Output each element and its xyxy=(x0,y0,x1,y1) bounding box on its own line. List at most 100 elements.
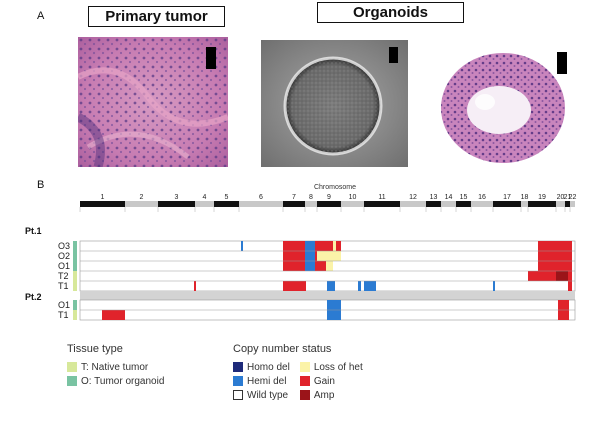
chromosome-label: 14 xyxy=(445,194,453,201)
cn-legend-item: Homo del xyxy=(233,361,290,375)
primary-tumor-micrograph xyxy=(78,37,228,167)
tissue-type-legend: Tissue type T: Native tumor O: Tumor org… xyxy=(67,343,164,389)
chromosome-label: 9 xyxy=(327,194,331,201)
scale-bar xyxy=(206,47,216,69)
chromosome-label: 13 xyxy=(430,194,438,201)
tissue-bar-pt1-tumor xyxy=(73,271,77,291)
chromosome-label: 17 xyxy=(503,194,511,201)
scale-bar xyxy=(389,47,398,63)
cn-swatch xyxy=(299,362,310,373)
tissue-bar-pt2-tumor xyxy=(73,310,77,320)
organoid-phase-contrast xyxy=(261,40,408,167)
cn-segment xyxy=(364,281,376,291)
chromosome-segment xyxy=(364,201,400,207)
cn-segment xyxy=(283,241,305,271)
row-label-pt2-o1: O1 xyxy=(58,300,70,310)
cn-segment xyxy=(327,281,335,291)
chromosome-segment xyxy=(305,201,317,207)
chromosome-segment xyxy=(125,201,158,207)
cn-swatch xyxy=(299,376,310,387)
cn-segment xyxy=(305,241,315,271)
chromosome-label: 15 xyxy=(460,194,468,201)
row-label-pt1-t1: T1 xyxy=(58,281,69,291)
cn-segment xyxy=(241,241,243,251)
chromosome-label: 10 xyxy=(349,194,357,201)
cn-legend-item: Amp xyxy=(299,389,363,403)
copy-number-legend: Copy number status Homo del Hemi del Wil… xyxy=(233,343,363,403)
heatmap-pt1 xyxy=(79,240,576,292)
chromosome-label: 19 xyxy=(538,194,546,201)
chromosome-segment xyxy=(214,201,239,207)
chromosome-title: Chromosome xyxy=(314,184,356,191)
chromosome-segment xyxy=(317,201,341,207)
cn-swatch xyxy=(233,390,243,401)
chromosome-label: 22 xyxy=(569,194,577,201)
tissue-legend-item: T: Native tumor xyxy=(67,361,164,375)
panel-a-label: A xyxy=(37,10,45,22)
chromosome-segment xyxy=(195,201,214,207)
chromosome-label: 6 xyxy=(259,194,263,201)
tissue-bar-pt1-organoid xyxy=(73,241,77,271)
organoids-title: Organoids xyxy=(317,2,464,23)
chromosome-segment xyxy=(570,201,575,207)
chromosome-label: 7 xyxy=(292,194,296,201)
chromosome-segment xyxy=(80,201,125,207)
cn-segment xyxy=(336,241,341,251)
cn-segment xyxy=(493,281,495,291)
chromosome-label: 8 xyxy=(309,194,313,201)
chromosome-label: 18 xyxy=(521,194,529,201)
cn-segment xyxy=(326,241,333,251)
tissue-swatch xyxy=(67,362,77,373)
cn-segment xyxy=(317,251,326,261)
chromosome-band xyxy=(79,201,575,212)
tissue-legend-item: O: Tumor organoid xyxy=(67,375,164,389)
cn-swatch xyxy=(233,362,243,373)
panel-b-label: B xyxy=(37,179,45,191)
chromosome-segment xyxy=(565,201,570,207)
row-label-pt1-o1: O1 xyxy=(58,261,70,271)
primary-tumor-title: Primary tumor xyxy=(88,6,225,27)
chromosome-label: 2 xyxy=(140,194,144,201)
chromosome-segment xyxy=(341,201,364,207)
tissue-legend-title: Tissue type xyxy=(67,343,123,355)
cn-legend-item: Hemi del xyxy=(233,375,290,389)
patient-label-pt2: Pt.2 xyxy=(25,292,42,302)
chromosome-label: 1 xyxy=(101,194,105,201)
chromosome-segment xyxy=(456,201,471,207)
chromosome-segment xyxy=(283,201,305,207)
chromosome-segment xyxy=(400,201,426,207)
patient-separator xyxy=(80,291,575,300)
cn-swatch xyxy=(233,376,243,387)
chromosome-segment xyxy=(471,201,493,207)
cn-legend-item: Wild type xyxy=(233,389,290,403)
chromosome-segment xyxy=(158,201,195,207)
cn-segment xyxy=(548,261,572,271)
chromosome-label: 11 xyxy=(378,194,385,201)
chromosome-segment xyxy=(556,201,565,207)
chromosome-segment xyxy=(521,201,528,207)
cn-segment xyxy=(194,281,196,291)
chromosome-label: 21 xyxy=(564,194,572,201)
cn-segment xyxy=(528,271,572,281)
patient-label-pt1: Pt.1 xyxy=(25,226,42,236)
cn-swatch xyxy=(299,390,310,401)
tissue-swatch xyxy=(67,376,77,387)
chromosome-label: 20 xyxy=(557,194,565,201)
scale-bar xyxy=(557,52,567,74)
cn-legend-col2: Loss of het Gain Amp xyxy=(299,361,363,403)
row-label-pt1-o2: O2 xyxy=(58,251,70,261)
chromosome-label: 4 xyxy=(203,194,207,201)
cn-segment xyxy=(358,281,361,291)
copy-number-heatmap: Chromosome 1 2 3 4 5 6 7 8 9 10 11 12 13 14 15 16 17 18 19… xyxy=(25,184,577,321)
chromosome-segment xyxy=(426,201,441,207)
cn-segment xyxy=(556,271,568,281)
chromosome-segment xyxy=(239,201,283,207)
chromosome-label: 12 xyxy=(409,194,417,201)
chromosome-segment xyxy=(528,201,556,207)
row-label-pt1-t2: T2 xyxy=(58,271,69,281)
cn-segment xyxy=(102,310,125,320)
chromosome-label: 16 xyxy=(478,194,486,201)
row-label-pt2-t1: T1 xyxy=(58,310,69,320)
chromosome-label: 5 xyxy=(225,194,229,201)
